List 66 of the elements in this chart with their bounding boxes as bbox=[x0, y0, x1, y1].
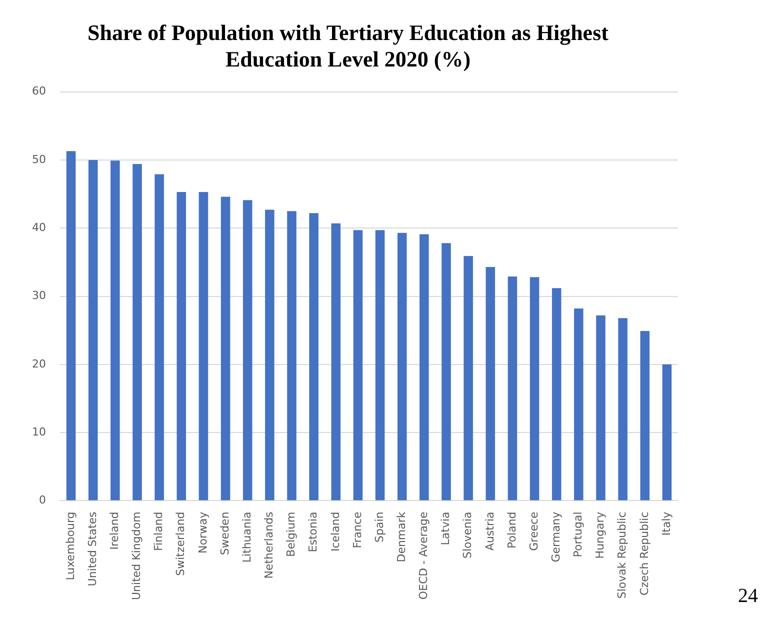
x-tick-label: Sweden bbox=[218, 512, 232, 556]
bar bbox=[242, 200, 252, 500]
x-tick-label: Lithuania bbox=[240, 512, 254, 563]
bar bbox=[66, 151, 76, 500]
x-tick-label: Germany bbox=[549, 511, 562, 562]
x-tick-label: Poland bbox=[505, 512, 518, 548]
x-tick-label: Hungary bbox=[594, 511, 607, 559]
text: 24 bbox=[738, 585, 758, 608]
bar bbox=[353, 230, 363, 500]
x-tick-label: Slovenia bbox=[461, 512, 474, 559]
bar bbox=[88, 160, 98, 500]
bar bbox=[110, 160, 120, 500]
x-tick-label: Greece bbox=[527, 511, 540, 551]
bar bbox=[176, 192, 186, 500]
bar bbox=[331, 223, 341, 500]
x-tick-label: Netherlands bbox=[262, 511, 276, 579]
x-tick-label: Finland bbox=[152, 512, 166, 552]
x-tick-label: Switzerland bbox=[174, 512, 188, 576]
x-tick-label: Belgium bbox=[284, 512, 298, 557]
bar bbox=[309, 213, 318, 500]
bar bbox=[420, 234, 429, 500]
bar bbox=[132, 164, 142, 500]
x-tick-label: Portugal bbox=[572, 512, 585, 558]
x-tick-label: United Kingdom bbox=[130, 512, 144, 600]
text: Share of Population with Tertiary Education as Highest bbox=[88, 20, 608, 45]
x-tick-label: Ireland bbox=[108, 512, 122, 550]
bar bbox=[198, 192, 208, 500]
bar bbox=[486, 266, 496, 500]
x-tick-label: Iceland bbox=[328, 512, 342, 552]
bar bbox=[552, 288, 562, 500]
x-tick-label: Italy bbox=[660, 511, 673, 536]
y-tick-label: 20 bbox=[32, 357, 46, 370]
bar bbox=[574, 308, 584, 500]
y-tick-label: 0 bbox=[38, 494, 46, 507]
x-tick-label: Czech Republic bbox=[638, 512, 651, 596]
bar bbox=[508, 276, 518, 500]
x-tick-label: OECD - Average bbox=[417, 511, 430, 600]
bar bbox=[464, 256, 473, 500]
x-tick-label: United States bbox=[86, 511, 99, 586]
x-tick-label: Slovak Republic bbox=[616, 512, 629, 599]
bar bbox=[640, 331, 650, 500]
y-tick-label: 50 bbox=[32, 152, 46, 166]
bar bbox=[287, 211, 296, 500]
x-tick-label: Spain bbox=[372, 512, 386, 542]
bar bbox=[220, 196, 230, 500]
x-tick-label: Latvia bbox=[439, 512, 452, 546]
x-tick-label: Norway bbox=[196, 511, 210, 554]
bar bbox=[154, 174, 164, 500]
y-tick-label: 30 bbox=[32, 289, 46, 302]
y-tick-label: 40 bbox=[32, 220, 46, 234]
x-tick-label: Estonia bbox=[306, 512, 320, 552]
x-tick-label: Denmark bbox=[394, 511, 408, 562]
x-tick-label: France bbox=[350, 511, 364, 548]
bar bbox=[618, 318, 628, 500]
bar bbox=[442, 243, 451, 500]
bar bbox=[375, 230, 385, 500]
x-tick-label: Austria bbox=[483, 512, 496, 551]
y-tick-label: 10 bbox=[32, 425, 46, 438]
x-tick-label: Luxembourg bbox=[64, 512, 77, 580]
y-tick-label: 60 bbox=[32, 84, 46, 98]
bar bbox=[596, 315, 606, 500]
bar bbox=[662, 364, 672, 500]
bar bbox=[530, 277, 540, 500]
text: Education Level 2020 (%) bbox=[225, 46, 471, 72]
bar bbox=[397, 232, 407, 500]
bar bbox=[265, 210, 274, 500]
